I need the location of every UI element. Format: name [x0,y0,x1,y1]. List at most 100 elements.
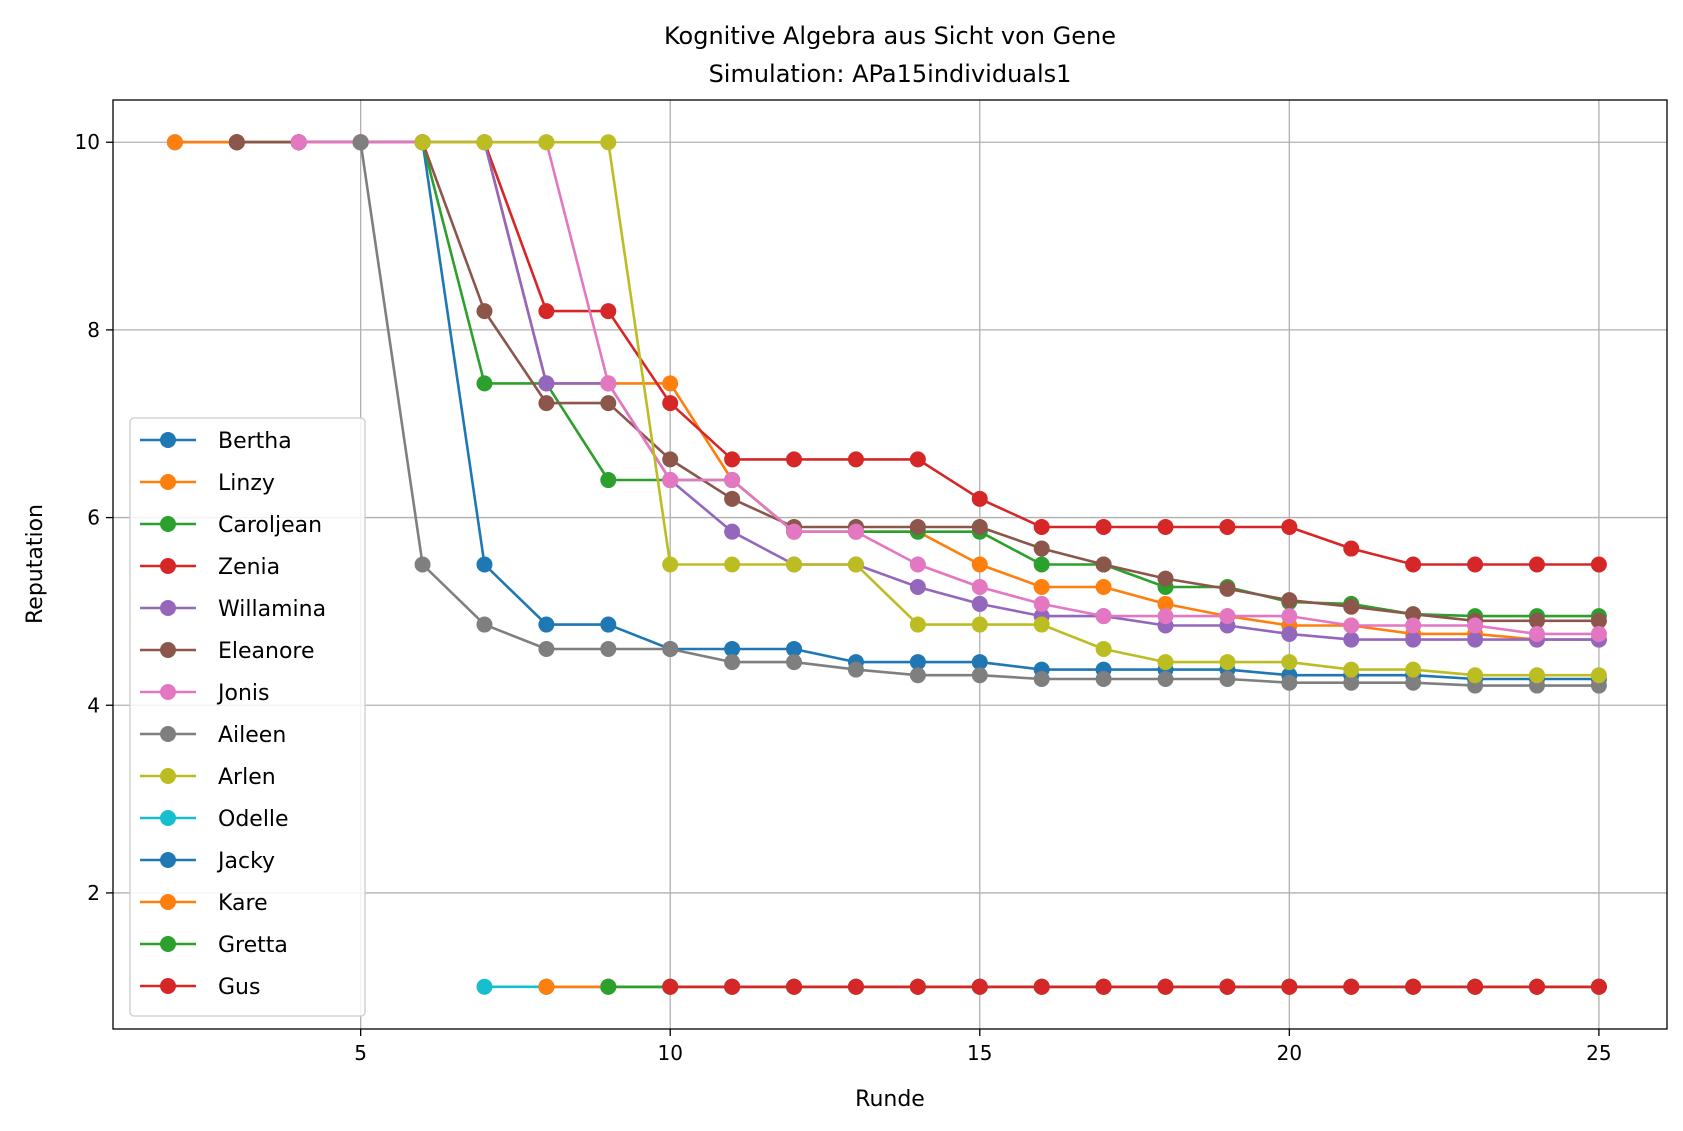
data-point [1467,556,1484,573]
data-point [538,134,555,151]
data-point [1033,556,1050,573]
data-point [1405,661,1422,678]
legend-item: Bertha [140,429,292,454]
legend-label: Odelle [218,807,289,832]
data-point [166,134,183,151]
data-point [909,518,926,535]
data-point [1219,654,1236,671]
data-point [1281,674,1298,691]
legend: Bertha Linzy Caroljean Zenia Willamina Eleano… [129,417,366,1017]
data-point [538,375,555,392]
data-point [662,556,679,573]
data-point [724,654,741,671]
data-point [1033,670,1050,687]
data-point [1219,670,1236,687]
data-point [1590,612,1607,629]
data-point [662,395,679,412]
legend-swatch-marker [160,516,176,532]
data-point [1467,667,1484,684]
data-point [1281,978,1298,995]
data-point [971,654,988,671]
data-point [600,303,617,320]
data-point [1343,661,1360,678]
data-point [971,518,988,535]
data-point [600,375,617,392]
data-point [1095,579,1112,596]
legend-swatch-marker [160,894,176,910]
data-point [1281,518,1298,535]
data-point [1033,579,1050,596]
y-tick-label: 4 [87,693,100,717]
data-point [1033,540,1050,557]
data-point [476,375,493,392]
data-point [1528,625,1545,642]
data-point [1095,978,1112,995]
data-point [971,978,988,995]
data-point [1590,625,1607,642]
data-point [786,654,803,671]
data-point [1033,978,1050,995]
legend-item: Linzy [140,471,275,496]
series-line [422,140,1599,677]
y-tick-label: 2 [87,881,100,905]
data-point [971,579,988,596]
data-point [1219,580,1236,597]
data-point [971,556,988,573]
x-tick-label: 20 [1277,1041,1302,1065]
legend-swatch-marker [160,642,176,658]
data-point [724,523,741,540]
data-point [1095,608,1112,625]
data-point [909,654,926,671]
data-point [1033,595,1050,612]
data-point [1590,978,1607,995]
data-point [1157,518,1174,535]
data-point [1281,654,1298,671]
data-point [414,556,431,573]
data-point [909,579,926,596]
data-point [1590,667,1607,684]
data-point [971,667,988,684]
data-point [1405,556,1422,573]
data-point [352,134,369,151]
data-point [1528,556,1545,573]
data-point [909,616,926,633]
data-point [909,978,926,995]
data-point [1343,674,1360,691]
data-point [909,667,926,684]
series-lines [166,134,1607,995]
data-point [786,978,803,995]
y-axis-label: Reputation [23,504,48,624]
data-point [724,472,741,489]
data-point [414,134,431,151]
legend-box [129,417,366,1017]
data-point [786,451,803,468]
legend-swatch-marker [160,558,176,574]
legend-item: Kare [140,891,268,916]
data-point [847,978,864,995]
series-aileen [352,134,1607,694]
legend-label: Bertha [218,429,292,454]
series-arlen [414,134,1607,684]
data-point [1528,978,1545,995]
data-point [476,556,493,573]
data-point [538,303,555,320]
legend-label: Gus [218,975,260,1000]
data-point [724,490,741,507]
data-point [662,978,679,995]
data-point [1157,608,1174,625]
legend-swatch-marker [160,474,176,490]
data-point [1281,592,1298,609]
data-point [1528,667,1545,684]
y-tick-label: 8 [87,318,100,342]
legend-label: Caroljean [218,513,322,538]
data-point [1343,540,1360,557]
legend-label: Jonis [216,681,269,706]
legend-swatch-marker [160,978,176,994]
data-point [1467,617,1484,634]
data-point [600,134,617,151]
data-point [847,556,864,573]
data-point [1467,631,1484,648]
x-tick-label: 10 [657,1041,682,1065]
legend-label: Linzy [218,471,275,496]
